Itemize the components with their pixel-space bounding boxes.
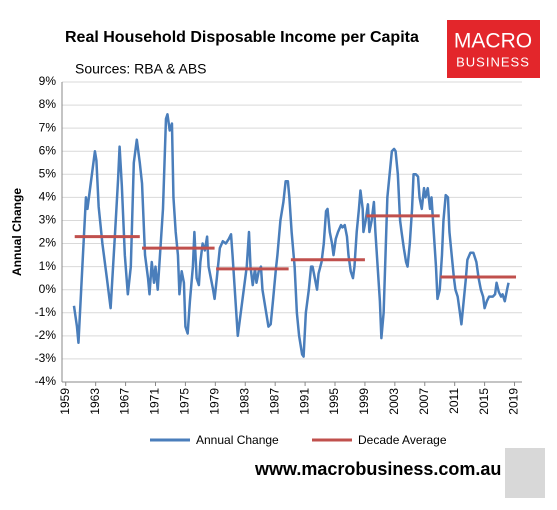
y-tick-label: 1% — [39, 259, 57, 273]
x-tick-label: 1963 — [88, 388, 102, 415]
logo-text: BUSINESS — [456, 54, 530, 69]
logo-box — [447, 20, 540, 78]
y-tick-label: 9% — [39, 74, 57, 88]
y-tick-label: -1% — [35, 305, 57, 319]
x-tick-label: 1971 — [148, 388, 162, 415]
legend-label: Decade Average — [358, 433, 447, 447]
y-tick-label: -2% — [35, 328, 57, 342]
x-tick-label: 2007 — [417, 388, 431, 415]
x-tick-label: 1995 — [327, 388, 341, 415]
x-tick-label: 2019 — [507, 388, 521, 415]
footer: www.macrobusiness.com.au — [254, 459, 501, 479]
logo-text: MACRO — [454, 30, 532, 53]
y-axis-label: Annual Change — [10, 188, 24, 276]
x-tick-label: 1991 — [297, 388, 311, 415]
x-tick-label: 1979 — [208, 388, 222, 415]
y-tick-label: 4% — [39, 190, 57, 204]
x-tick-label: 2003 — [387, 388, 401, 415]
line — [72, 113, 510, 358]
x-tick-label: 1967 — [118, 388, 132, 415]
x-tick-label: 1987 — [267, 388, 281, 415]
x-tick-label: 2015 — [477, 388, 491, 415]
y-tick-label: -4% — [35, 374, 57, 388]
y-tick-label: 5% — [39, 166, 57, 180]
x-tick-label: 2011 — [447, 388, 461, 414]
x-tick-label: 1959 — [58, 388, 72, 415]
y-tick-label: 8% — [39, 97, 57, 111]
x-tick-label: 1999 — [357, 388, 371, 415]
y-tick-label: 6% — [39, 143, 57, 157]
chart-subtitle: Sources: RBA & ABS — [75, 61, 207, 77]
logo-image — [505, 448, 545, 498]
chart-title: Real Household Disposable Income per Cap… — [65, 29, 419, 46]
y-tick-label: 3% — [39, 213, 57, 227]
legend-label: Annual Change — [196, 433, 279, 447]
y-tick-label: 7% — [39, 120, 57, 134]
x-tick-label: 1975 — [178, 388, 192, 415]
x-tick-label: 1983 — [237, 388, 251, 415]
y-tick-label: 0% — [39, 282, 57, 296]
y-tick-label: 2% — [39, 236, 57, 250]
y-tick-label: -3% — [35, 351, 57, 365]
